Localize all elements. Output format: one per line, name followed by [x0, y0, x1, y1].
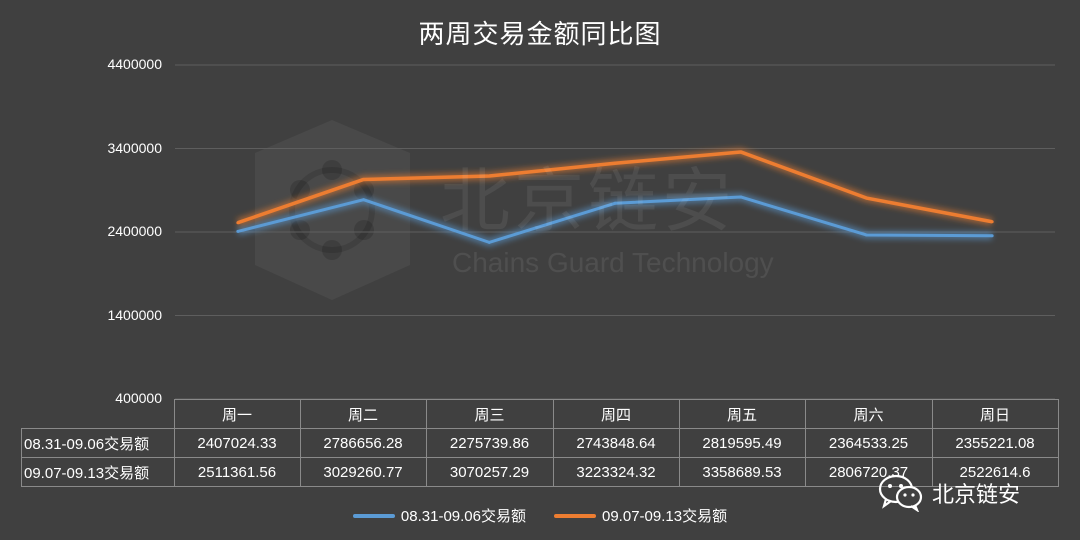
data-point — [864, 233, 868, 237]
data-point — [864, 196, 868, 200]
table-cell: 2819595.49 — [678, 428, 806, 458]
table-cell: 2364533.25 — [804, 428, 933, 458]
table-cell: 2355221.08 — [931, 428, 1059, 458]
table-cell: 2511361.56 — [173, 457, 301, 487]
table-row-header: 09.07-09.13交易额 — [21, 457, 175, 487]
watermark-subtext: Chains Guard Technology — [452, 247, 774, 278]
table-cell: 2275739.86 — [425, 428, 554, 458]
brand-mark: 北京链安 — [878, 474, 1020, 512]
data-point — [990, 220, 994, 224]
table-header-cell: 周四 — [552, 399, 680, 429]
table-cell: 3070257.29 — [425, 457, 554, 487]
table-header-cell: 周日 — [931, 399, 1059, 429]
table-cell: 3358689.53 — [678, 457, 806, 487]
y-tick-label: 4400000 — [107, 56, 162, 72]
table-header-cell: 周二 — [299, 399, 427, 429]
table-cell: 3223324.32 — [552, 457, 680, 487]
chart-title: 两周交易金额同比图 — [418, 20, 662, 50]
data-point — [362, 177, 366, 181]
data-point — [739, 150, 743, 154]
table-header-cell: 周一 — [173, 399, 301, 429]
data-point — [487, 240, 491, 244]
data-point — [613, 201, 617, 205]
table-header-cell: 周三 — [425, 399, 554, 429]
y-tick-label: 1400000 — [107, 306, 162, 323]
watermark-text: 北京链安 — [440, 160, 736, 242]
legend-swatch — [554, 513, 596, 518]
data-point — [990, 234, 994, 238]
table-row: 09.07-09.13交易额 2511361.56 3029260.77 307… — [21, 457, 1059, 487]
data-point — [236, 221, 240, 225]
data-point — [362, 198, 366, 202]
data-point — [613, 161, 617, 165]
table-cell: 2786656.28 — [299, 428, 427, 458]
data-point — [236, 229, 240, 233]
table-row-header: 08.31-09.06交易额 — [21, 428, 175, 458]
data-point — [487, 174, 491, 178]
data-table: 周一 周二 周三 周四 周五 周六 周日 08.31-09.06交易额 2407… — [21, 399, 1059, 487]
table-cell: 3029260.77 — [299, 457, 427, 487]
data-point — [739, 195, 743, 199]
table-corner — [21, 399, 175, 429]
legend-swatch — [352, 513, 395, 518]
table-cell: 2806720.37 — [804, 457, 933, 487]
y-tick-label: 3400000 — [107, 139, 162, 156]
wechat-icon — [878, 474, 923, 512]
legend-item[interactable]: 08.31-09.06交易额 — [352, 505, 526, 526]
table-cell: 2407024.33 — [173, 428, 301, 458]
table-header-cell: 周五 — [678, 399, 806, 429]
table-row: 08.31-09.06交易额 2407024.33 2786656.28 227… — [21, 428, 1059, 458]
legend-label: 08.31-09.06交易额 — [400, 508, 526, 525]
table-header-cell: 周六 — [804, 399, 933, 429]
legend-label: 09.07-09.13交易额 — [602, 508, 728, 525]
legend: 08.31-09.06交易额 09.07-09.13交易额 — [0, 505, 1080, 526]
y-tick-label: 2400000 — [107, 223, 162, 239]
table-header-row: 周一 周二 周三 周四 周五 周六 周日 — [21, 399, 1059, 429]
table-cell: 2743848.64 — [552, 428, 680, 458]
brand-name: 北京链安 — [932, 483, 1021, 508]
table-cell: 2522614.6 — [931, 457, 1059, 487]
legend-item[interactable]: 09.07-09.13交易额 — [554, 505, 727, 526]
